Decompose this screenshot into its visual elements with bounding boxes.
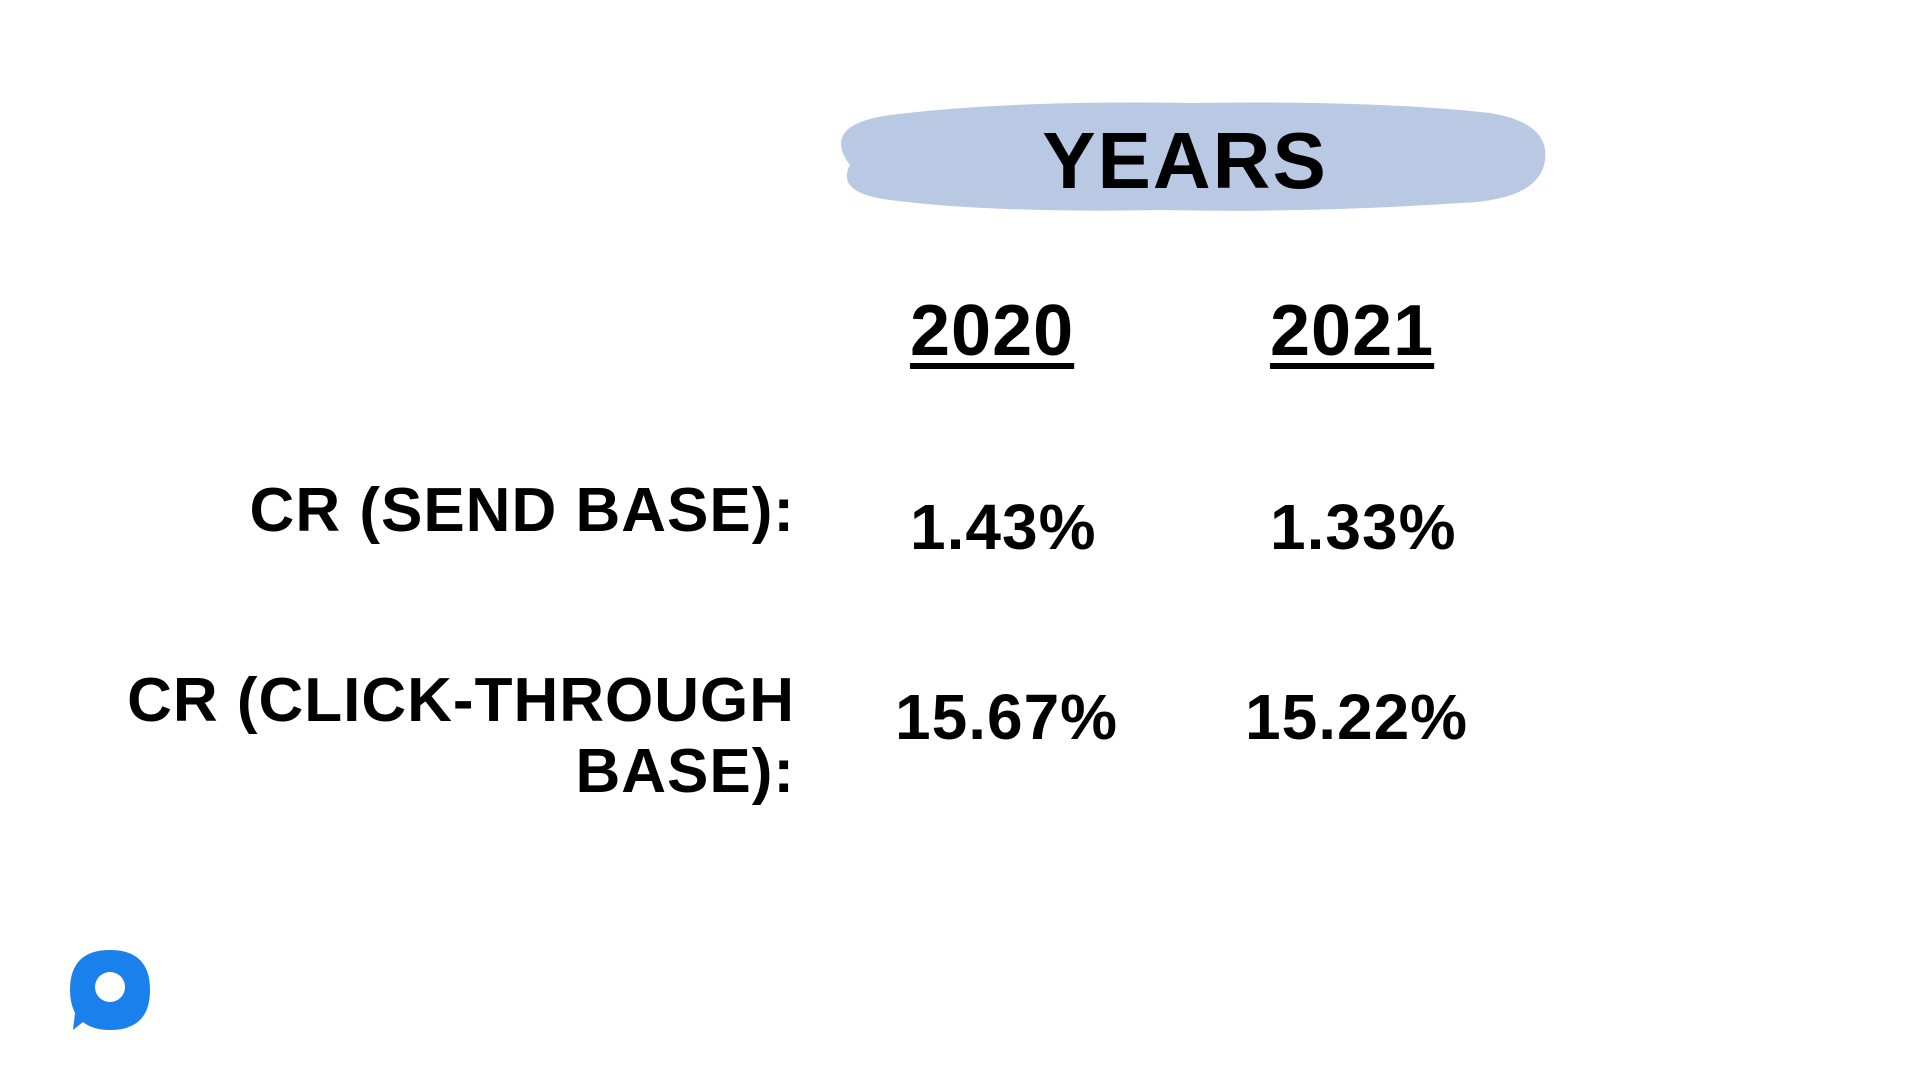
column-header-2021: 2021 <box>1270 290 1434 372</box>
cell-click-through-2021: 15.22% <box>1245 680 1468 754</box>
brand-logo-icon <box>65 945 155 1035</box>
row-label-send-base: CR (SEND BASE): <box>105 475 795 546</box>
column-header-2020: 2020 <box>910 290 1074 372</box>
header-title: YEARS <box>810 115 1560 207</box>
row-label-click-through-base: CR (CLICK-THROUGH BASE): <box>105 665 795 807</box>
cell-send-base-2020: 1.43% <box>910 490 1096 564</box>
cell-click-through-2020: 15.67% <box>895 680 1118 754</box>
cell-send-base-2021: 1.33% <box>1270 490 1456 564</box>
